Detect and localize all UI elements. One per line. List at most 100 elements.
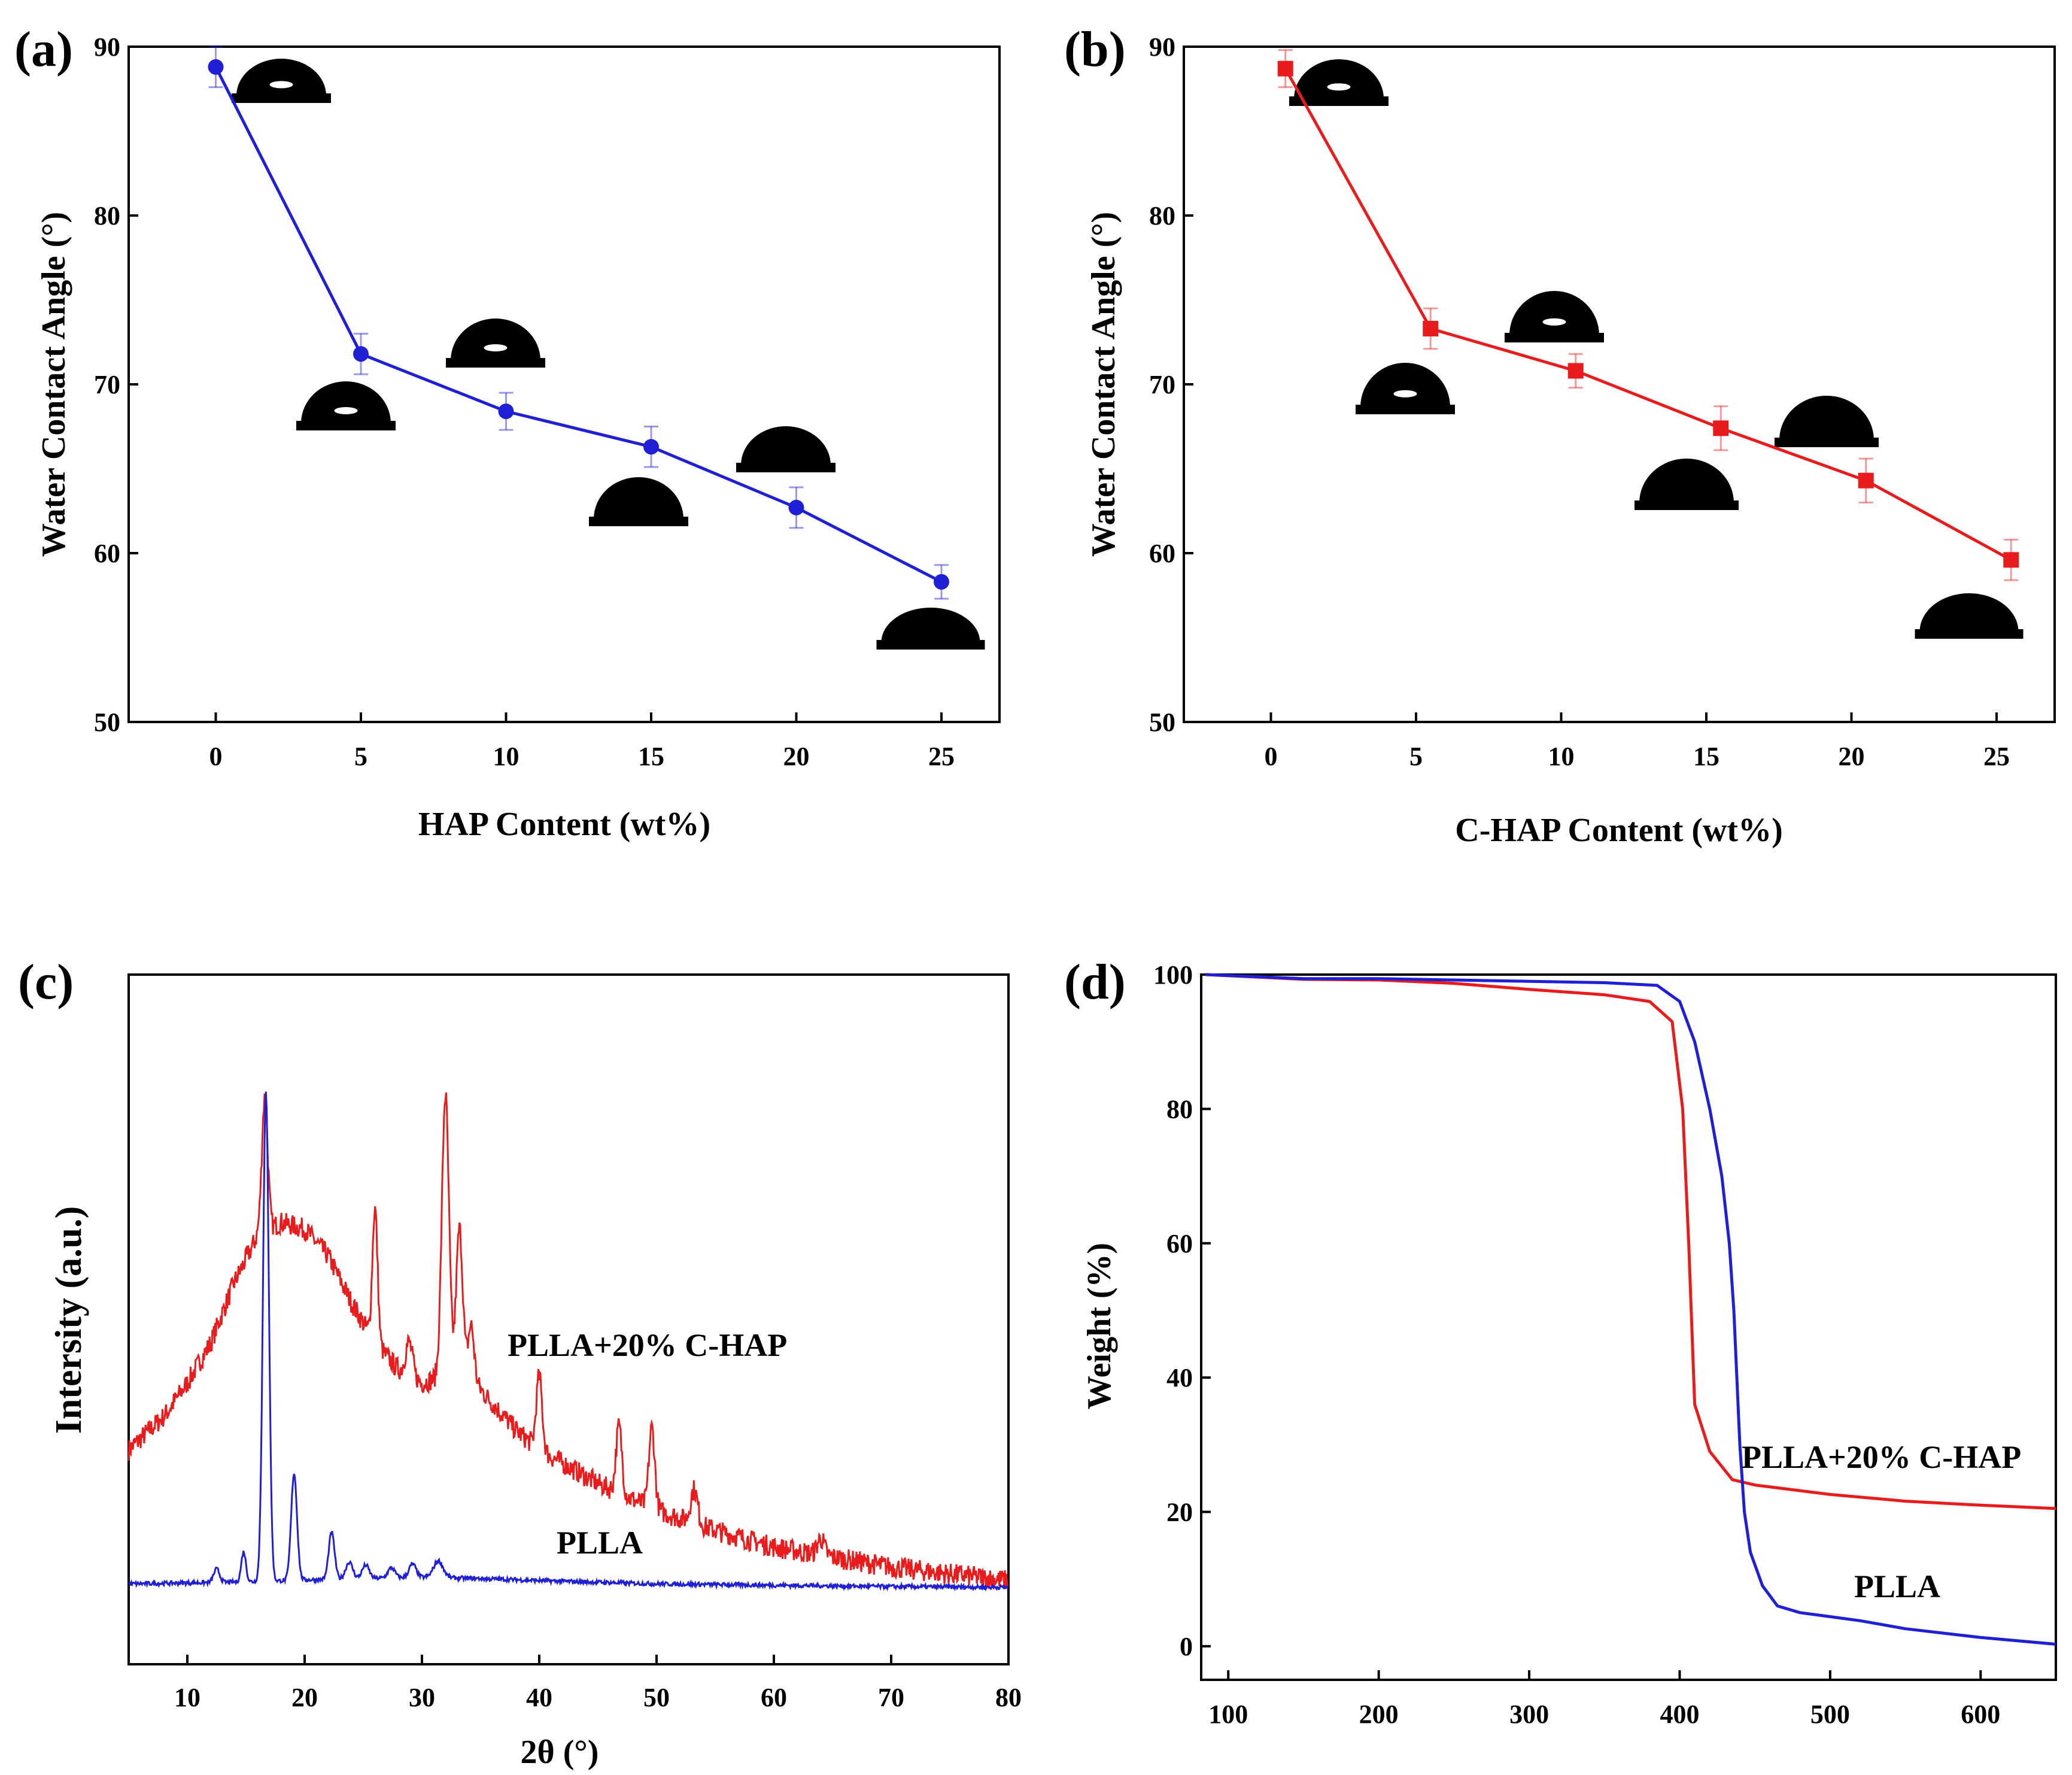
data-point bbox=[498, 403, 514, 420]
droplet-shape bbox=[881, 608, 980, 642]
droplet-shape bbox=[1639, 459, 1734, 503]
panel-b: (b) 50 60 70 80 90 0 5 10 15 20 25 C-HAP Content … bbox=[1064, 22, 2056, 849]
series-line-chap bbox=[127, 1092, 1009, 1589]
y-tick-label: 70 bbox=[94, 370, 120, 399]
droplet-highlight bbox=[334, 407, 358, 414]
panel-b-y-axis-title: Water Contact Angle (°) bbox=[1085, 212, 1122, 557]
x-tick-label: 200 bbox=[1359, 1700, 1399, 1729]
panel-d-label-chap: PLLA+20% C-HAP bbox=[1742, 1439, 2021, 1475]
droplet-highlight bbox=[1393, 390, 1417, 398]
panel-c-letter: (c) bbox=[18, 954, 74, 1010]
panel-a-y-axis-title: Water Contact Angle (°) bbox=[35, 212, 72, 557]
droplet-highlight bbox=[1327, 83, 1351, 91]
series-line-chap bbox=[1205, 973, 2056, 1510]
y-tick-label: 60 bbox=[1149, 539, 1175, 568]
panel-b-droplet-images bbox=[1289, 59, 2024, 639]
panel-c-label-plla: PLLA bbox=[557, 1525, 643, 1561]
y-tick-label: 60 bbox=[1166, 1229, 1193, 1258]
droplet-shape bbox=[594, 477, 683, 519]
panel-c-label-chap: PLLA+20% C-HAP bbox=[508, 1327, 787, 1363]
data-point bbox=[353, 346, 369, 362]
y-tick-label: 60 bbox=[94, 539, 120, 568]
y-tick-label: 100 bbox=[1153, 960, 1193, 990]
panel-c-x-axis: 10 20 30 40 50 60 70 80 bbox=[174, 1655, 1022, 1712]
data-point bbox=[1277, 60, 1293, 77]
panel-c-plot-frame bbox=[127, 973, 1010, 1665]
x-tick-label: 300 bbox=[1509, 1700, 1549, 1729]
panel-c-series bbox=[127, 1091, 1009, 1592]
panel-d-y-axis: 0 20 40 60 80 100 bbox=[1153, 960, 1211, 1661]
panel-b-series-chap bbox=[1277, 49, 2019, 581]
x-tick-label: 5 bbox=[354, 742, 367, 771]
y-tick-label: 90 bbox=[94, 32, 120, 62]
x-tick-label: 80 bbox=[995, 1683, 1022, 1712]
x-tick-label: 10 bbox=[493, 742, 519, 771]
x-tick-label: 60 bbox=[761, 1683, 787, 1712]
droplet-highlight bbox=[484, 344, 508, 351]
droplet-highlight bbox=[269, 81, 293, 89]
data-point bbox=[934, 574, 949, 590]
x-tick-label: 10 bbox=[174, 1683, 200, 1712]
panel-d: (d) 0 20 40 60 80 100 100 200 300 400 500 600 PLLA… bbox=[1064, 954, 2057, 1729]
x-tick-label: 600 bbox=[1961, 1700, 2000, 1729]
panel-d-letter: (d) bbox=[1064, 954, 1126, 1010]
droplet-shape bbox=[1919, 593, 2019, 632]
data-point bbox=[788, 499, 804, 515]
panel-a-series-hap bbox=[208, 45, 949, 600]
y-tick-label: 0 bbox=[1180, 1632, 1193, 1661]
data-point bbox=[1713, 420, 1729, 436]
x-tick-label: 40 bbox=[526, 1683, 552, 1712]
x-tick-label: 0 bbox=[1265, 742, 1278, 771]
panel-b-x-axis: 0 5 10 15 20 25 bbox=[1265, 712, 2010, 771]
x-tick-label: 20 bbox=[291, 1683, 318, 1712]
data-point bbox=[208, 59, 224, 75]
series-line-plla bbox=[1205, 973, 2056, 1646]
panel-c-y-axis-title: Intersity (a.u.) bbox=[48, 1206, 89, 1434]
panel-d-plot-frame bbox=[1200, 973, 2057, 1681]
x-tick-label: 15 bbox=[638, 742, 664, 771]
y-tick-label: 80 bbox=[94, 201, 120, 230]
droplet-shape bbox=[1779, 396, 1874, 440]
droplet-highlight bbox=[1542, 318, 1566, 326]
x-tick-label: 0 bbox=[209, 742, 223, 771]
data-point bbox=[1567, 363, 1584, 379]
panel-a: (a) 50 60 70 80 90 0 5 10 15 20 25 HAP Content (w… bbox=[14, 22, 1001, 843]
x-tick-label: 500 bbox=[1810, 1700, 1850, 1729]
x-tick-label: 70 bbox=[878, 1683, 904, 1712]
series-line bbox=[214, 66, 943, 584]
y-tick-label: 80 bbox=[1166, 1094, 1193, 1124]
data-point bbox=[2003, 552, 2019, 568]
droplet-shape bbox=[1294, 59, 1384, 99]
x-tick-label: 25 bbox=[928, 742, 955, 771]
x-tick-label: 100 bbox=[1208, 1700, 1248, 1729]
panel-b-letter: (b) bbox=[1064, 22, 1126, 77]
x-tick-label: 400 bbox=[1660, 1700, 1699, 1729]
panel-b-y-axis: 50 60 70 80 90 bbox=[1149, 32, 1193, 737]
y-tick-label: 50 bbox=[1149, 708, 1175, 737]
y-tick-label: 40 bbox=[1166, 1363, 1193, 1392]
y-tick-label: 80 bbox=[1149, 201, 1175, 230]
y-tick-label: 20 bbox=[1166, 1498, 1193, 1527]
panel-d-series bbox=[1205, 973, 2056, 1646]
data-point bbox=[643, 439, 659, 455]
droplet-shape bbox=[741, 426, 831, 465]
panel-d-x-axis: 100 200 300 400 500 600 bbox=[1208, 1670, 2000, 1729]
x-tick-label: 15 bbox=[1693, 742, 1719, 771]
panel-c-x-axis-title: 2θ (°) bbox=[521, 1734, 599, 1771]
data-point bbox=[1858, 472, 1874, 488]
x-tick-label: 5 bbox=[1409, 742, 1423, 771]
panel-a-droplet-images bbox=[232, 59, 985, 650]
series-line-plla bbox=[128, 1091, 1009, 1592]
y-tick-label: 70 bbox=[1149, 370, 1175, 399]
x-tick-label: 10 bbox=[1548, 742, 1575, 771]
droplet-shape bbox=[451, 318, 540, 360]
x-tick-label: 20 bbox=[1839, 742, 1865, 771]
series-line bbox=[1284, 68, 2012, 562]
panel-a-letter: (a) bbox=[14, 22, 73, 77]
droplet-shape bbox=[236, 59, 326, 96]
panel-c: (c) 10 20 30 40 50 60 70 80 PLLA+20% C-HAP PLLA… bbox=[18, 954, 1022, 1771]
x-tick-label: 30 bbox=[409, 1683, 435, 1712]
panel-a-x-axis-title: HAP Content (wt%) bbox=[418, 806, 710, 843]
droplet-shape bbox=[301, 381, 391, 423]
